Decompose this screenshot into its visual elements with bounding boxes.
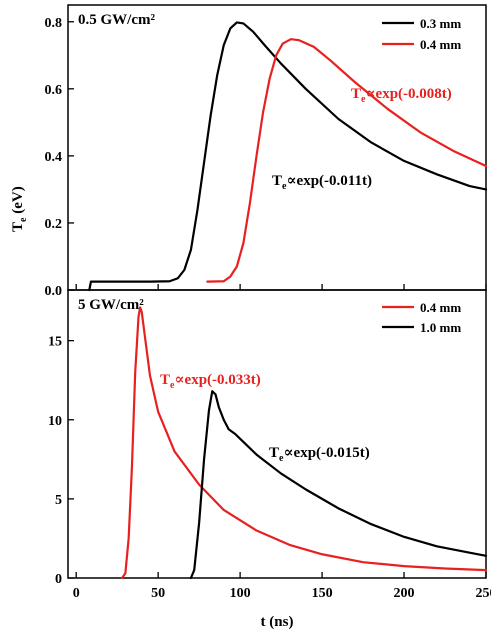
top-panel-title: 0.5 GW/cm² <box>78 12 155 28</box>
top-annotation-black-sub: e <box>282 181 287 192</box>
x-tick-label-1: 50 <box>151 586 165 601</box>
top-y-axis-label-sub: e <box>18 217 29 222</box>
bottom-series-line-0 <box>120 306 488 580</box>
x-axis-ticks: 0 50 100 150 200 250 <box>73 586 491 601</box>
bottom-legend-label-1: 1.0 mm <box>420 320 461 335</box>
bottom-panel-frame <box>67 289 487 579</box>
top-annotation-red-main: T <box>351 86 361 102</box>
top-legend-label-1: 0.4 mm <box>420 37 461 52</box>
top-annotation-red-rest: ∝exp(-0.008t) <box>365 86 451 102</box>
top-y-axis-label-main: T <box>10 222 26 232</box>
top-y-axis-label: Te (eV) <box>10 186 29 232</box>
bottom-annotation-red: Te∝exp(-0.033t) <box>160 372 261 391</box>
bottom-annotation-red-main: T <box>160 372 170 388</box>
bottom-y-tick-label-3: 15 <box>48 335 62 350</box>
x-tick-label-4: 200 <box>394 586 415 601</box>
bottom-legend-label-0: 0.4 mm <box>420 300 461 315</box>
x-tick-label-2: 100 <box>230 586 251 601</box>
x-axis-label: t (ns) <box>261 614 294 630</box>
x-tick-label-5: 250 <box>476 586 491 601</box>
bottom-legend: 0.4 mm 1.0 mm <box>382 300 461 335</box>
bottom-panel-series <box>120 306 488 580</box>
top-series-line-0 <box>88 21 488 292</box>
top-y-tick-label-1: 0.2 <box>45 217 63 232</box>
top-panel-series <box>88 21 488 292</box>
top-y-tick-label-3: 0.6 <box>45 83 63 98</box>
bottom-panel-title: 5 GW/cm² <box>78 297 144 313</box>
bottom-annotation-black-main: T <box>269 445 279 461</box>
x-tick-label-0: 0 <box>73 586 80 601</box>
top-annotation-black: Te∝exp(-0.011t) <box>272 173 372 192</box>
bottom-series-line-1 <box>189 390 488 580</box>
bottom-y-tick-label-2: 10 <box>48 414 62 429</box>
top-y-axis-label-unit: (eV) <box>10 186 26 217</box>
top-legend: 0.3 mm 0.4 mm <box>382 16 461 52</box>
top-series-line-1 <box>206 38 488 283</box>
x-tick-label-3: 150 <box>312 586 333 601</box>
top-panel-axis-ticks: 0.0 0.2 0.4 0.6 0.8 <box>45 16 487 299</box>
bottom-annotation-black: Te∝exp(-0.015t) <box>269 445 370 464</box>
bottom-y-tick-label-1: 5 <box>55 493 62 508</box>
bottom-annotation-red-sub: e <box>170 380 175 391</box>
top-annotation-red: Te∝exp(-0.008t) <box>351 86 452 105</box>
top-annotation-black-main: T <box>272 173 282 189</box>
top-y-tick-label-0: 0.0 <box>45 284 63 299</box>
top-legend-label-0: 0.3 mm <box>420 16 461 31</box>
top-annotation-red-sub: e <box>361 94 366 105</box>
bottom-annotation-red-rest: ∝exp(-0.033t) <box>174 372 260 388</box>
bottom-y-tick-label-0: 0 <box>55 572 62 587</box>
bottom-panel-axis-ticks: 0 5 10 15 <box>48 335 487 587</box>
bottom-annotation-black-sub: e <box>279 453 284 464</box>
top-y-tick-label-2: 0.4 <box>45 150 63 165</box>
bottom-annotation-black-rest: ∝exp(-0.015t) <box>283 445 369 461</box>
top-annotation-black-rest: ∝exp(-0.011t) <box>286 173 371 189</box>
top-y-tick-label-4: 0.8 <box>45 16 63 31</box>
